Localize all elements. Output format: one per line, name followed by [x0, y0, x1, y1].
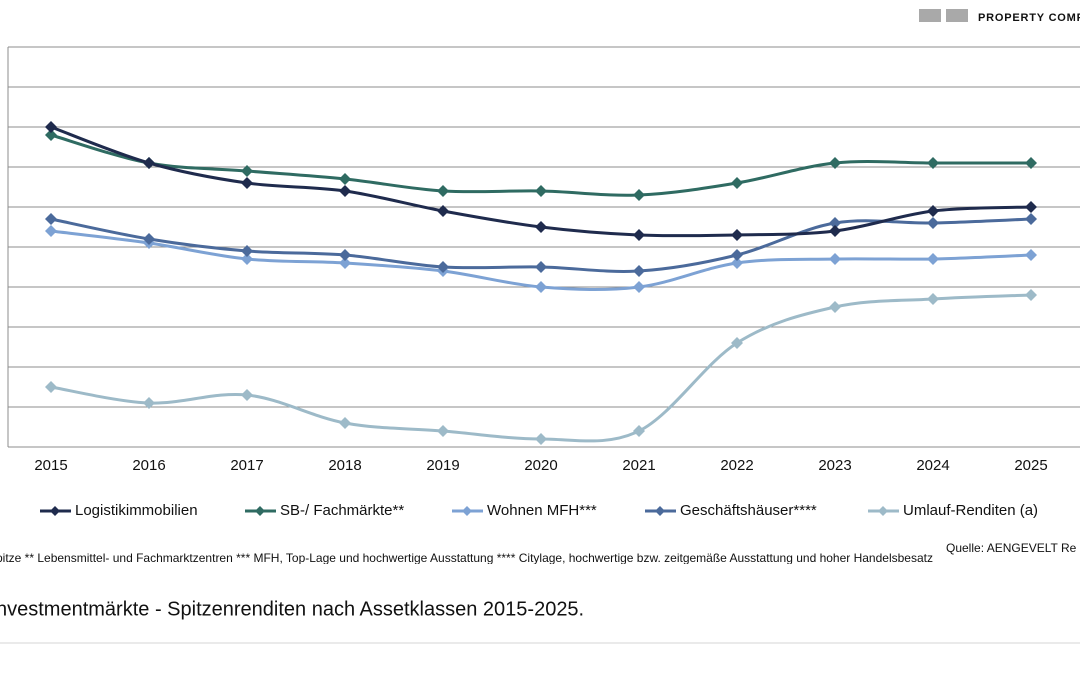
x-tick-label: 2022	[720, 457, 753, 474]
point	[437, 205, 449, 217]
point	[633, 281, 645, 293]
point	[731, 229, 743, 241]
point	[339, 249, 351, 261]
footnote: pitze ** Lebensmittel- und Fachmarktzent…	[0, 551, 933, 565]
point	[45, 225, 57, 237]
legend-label: Geschäftshäuser****	[680, 502, 817, 519]
x-tick-label: 2016	[132, 457, 165, 474]
x-tick-label: 2017	[230, 457, 263, 474]
footnote-crop	[0, 564, 1080, 584]
point	[143, 397, 155, 409]
point	[535, 221, 547, 233]
point	[45, 213, 57, 225]
point	[731, 177, 743, 189]
point	[143, 233, 155, 245]
legend-label: Wohnen MFH***	[487, 502, 597, 519]
point	[1025, 249, 1037, 261]
x-tick-label: 2023	[818, 457, 851, 474]
point	[633, 189, 645, 201]
point	[535, 281, 547, 293]
legend-label: SB-/ Fachmärkte**	[280, 502, 404, 519]
point	[535, 433, 547, 445]
legend-marker	[50, 506, 60, 516]
point	[1025, 201, 1037, 213]
point	[1025, 289, 1037, 301]
point	[241, 389, 253, 401]
point	[339, 185, 351, 197]
point	[339, 257, 351, 269]
caption: nvestmentmärkte - Spitzenrenditen nach A…	[0, 598, 584, 620]
logo-block	[946, 9, 968, 22]
point	[829, 301, 841, 313]
x-tick-label: 2025	[1014, 457, 1047, 474]
point	[535, 261, 547, 273]
point	[633, 265, 645, 277]
point	[731, 337, 743, 349]
point	[927, 205, 939, 217]
source: Quelle: AENGEVELT Re	[946, 541, 1077, 555]
point	[241, 177, 253, 189]
x-tick-label: 2020	[524, 457, 557, 474]
point	[927, 157, 939, 169]
x-tick-label: 2019	[426, 457, 459, 474]
legend-label: Logistikimmobilien	[75, 502, 198, 519]
point	[927, 293, 939, 305]
x-tick-label: 2024	[916, 457, 949, 474]
x-tick-label: 2015	[34, 457, 67, 474]
point	[829, 157, 841, 169]
x-tick-label: 2018	[328, 457, 361, 474]
legend-marker	[462, 506, 472, 516]
point	[437, 261, 449, 273]
point	[633, 229, 645, 241]
point	[829, 253, 841, 265]
point	[927, 253, 939, 265]
point	[1025, 213, 1037, 225]
brand: PROPERTY COMP	[978, 12, 1080, 24]
line	[50, 229, 1032, 292]
line	[50, 293, 1032, 443]
point	[45, 121, 57, 133]
point	[633, 425, 645, 437]
point	[535, 185, 547, 197]
point	[829, 225, 841, 237]
point	[339, 417, 351, 429]
point	[241, 253, 253, 265]
legend-marker	[655, 506, 665, 516]
plot: 2015 2016 2017 2018 2019 2020 2021 2022 2023 2024…	[8, 46, 1080, 519]
point	[437, 185, 449, 197]
line	[50, 125, 1032, 238]
point	[45, 381, 57, 393]
point	[731, 257, 743, 269]
point	[829, 217, 841, 229]
point	[241, 245, 253, 257]
point	[1025, 157, 1037, 169]
point	[143, 157, 155, 169]
legend-label: Umlauf-Renditen (a)	[903, 502, 1038, 519]
point	[241, 165, 253, 177]
point	[45, 129, 57, 141]
point	[927, 217, 939, 229]
logo-block	[919, 9, 941, 22]
point	[437, 425, 449, 437]
legend-marker	[878, 506, 888, 516]
point	[339, 173, 351, 185]
legend-marker	[255, 506, 265, 516]
point	[731, 249, 743, 261]
x-tick-label: 2021	[622, 457, 655, 474]
